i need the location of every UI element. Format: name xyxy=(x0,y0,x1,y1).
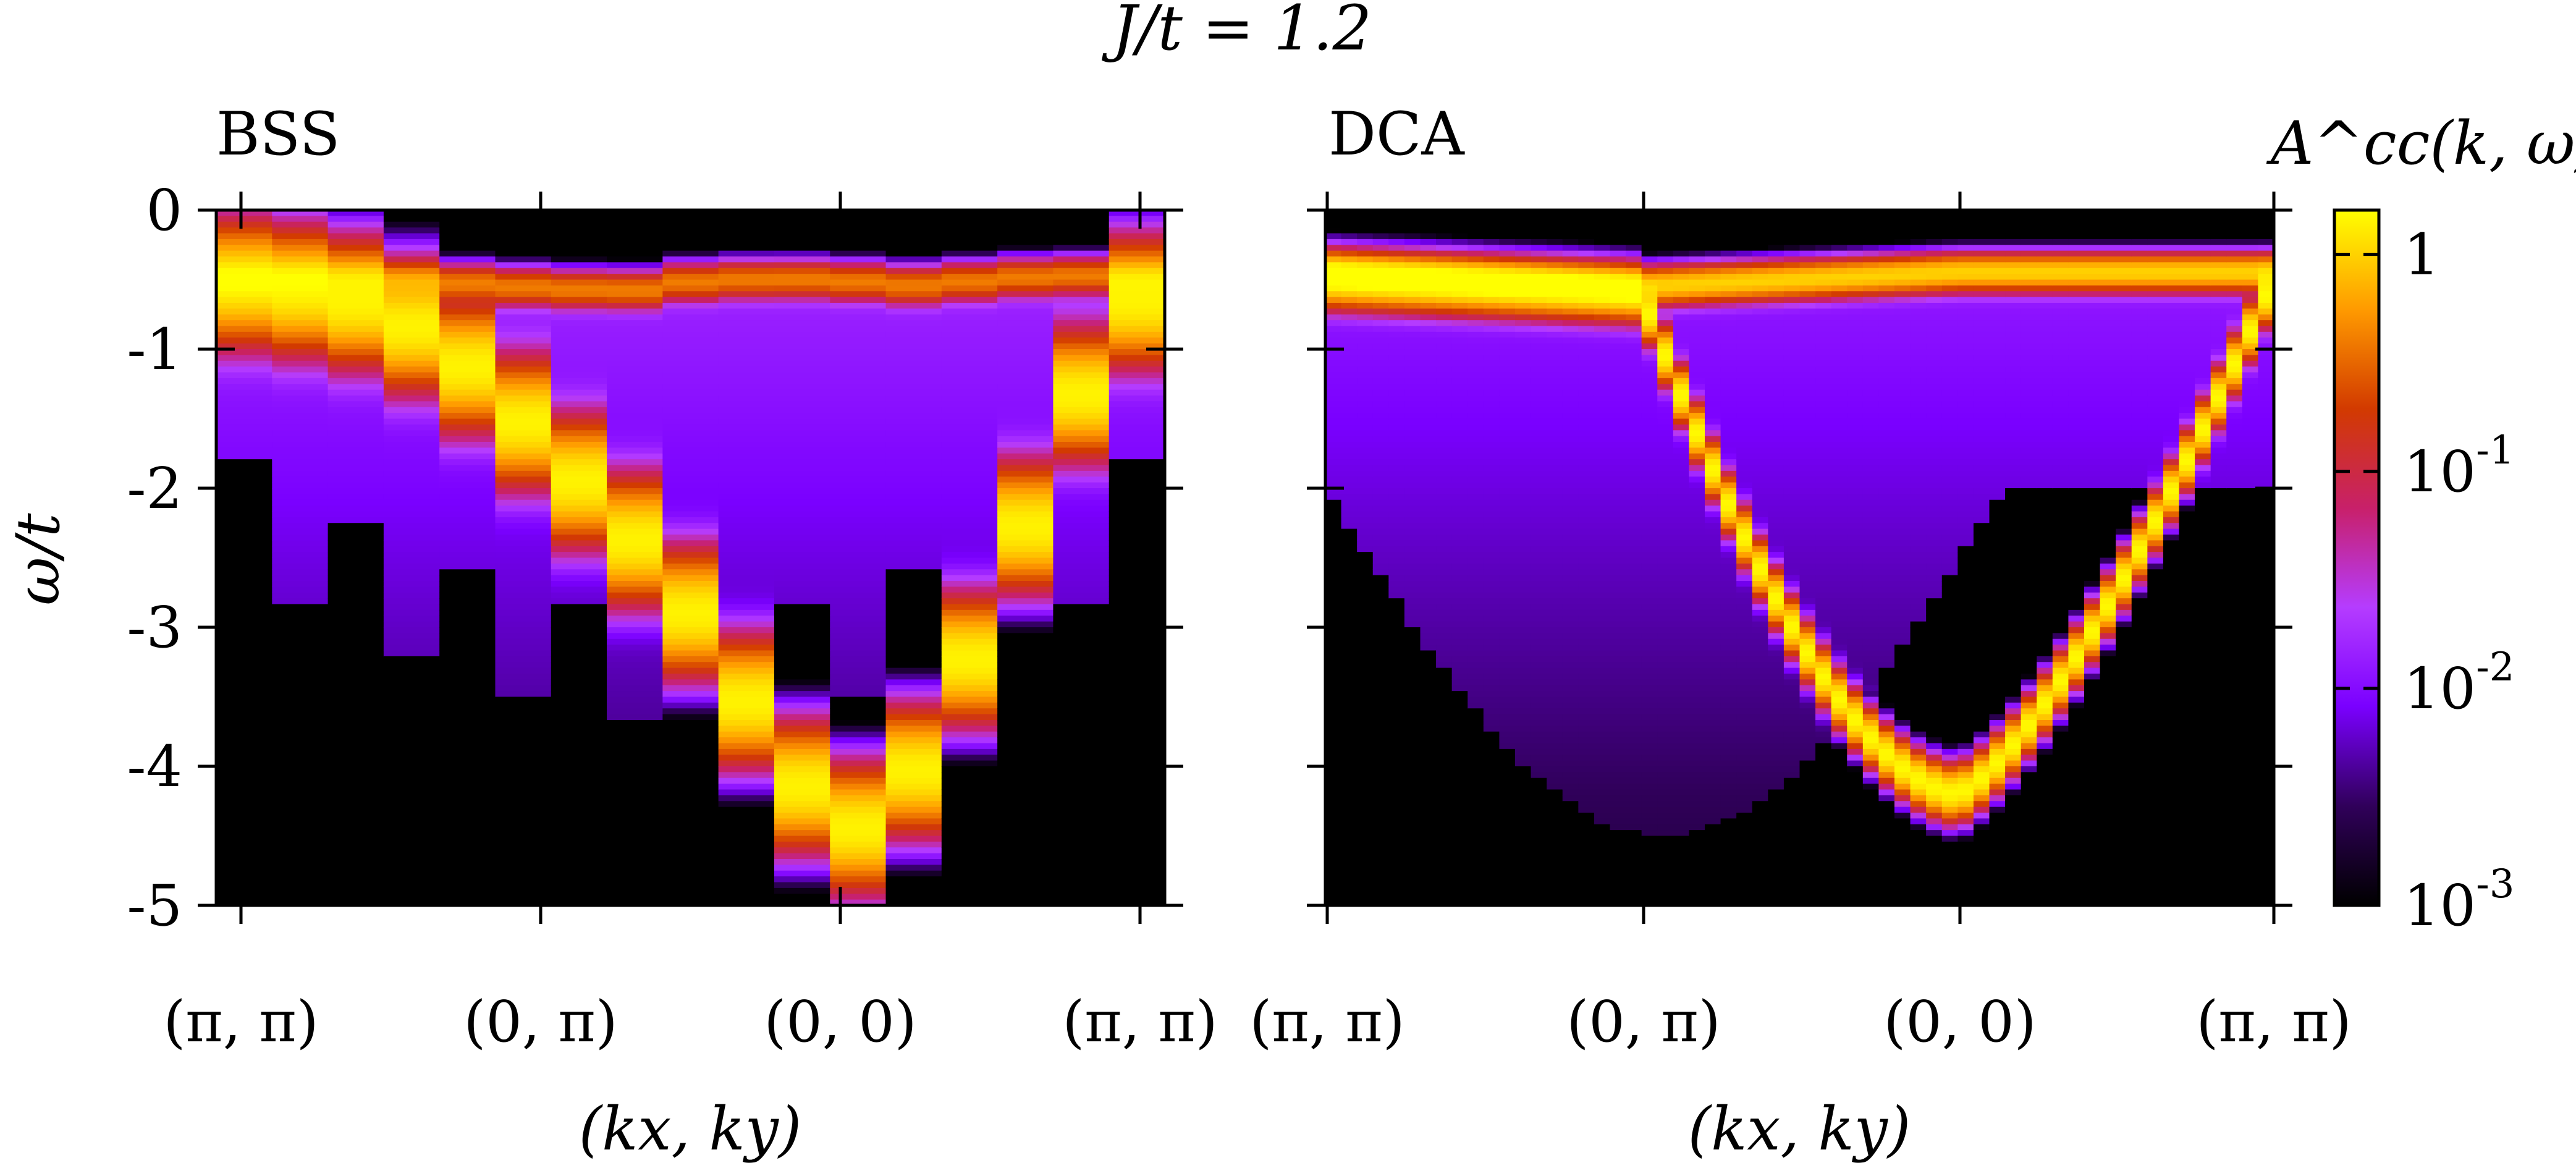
colorbar xyxy=(2333,208,2381,907)
colorbar-tick-label: 1 xyxy=(2404,222,2440,288)
colorbar-tick-label: 10-2 xyxy=(2404,645,2514,722)
y-tick-label: -4 xyxy=(127,734,182,800)
x-tick-label: (0, π) xyxy=(1566,989,1720,1055)
x-tick-label: (π, π) xyxy=(163,989,318,1055)
x-tick-label: (π, π) xyxy=(1249,989,1404,1055)
y-tick-label: -3 xyxy=(127,595,182,661)
bss-axes-frame xyxy=(214,208,1167,907)
bss-ticks: 0 -1 -2 -3 -4 -5 (π, π) (0, π) (0, 0) (π, π) xyxy=(127,177,1217,1055)
x-tick-label: (π, π) xyxy=(1062,989,1217,1055)
colorbar-tick-label: 10-1 xyxy=(2404,428,2514,505)
panel-title-bss: BSS xyxy=(216,99,340,169)
colorbar-ticks: 1 10-1 10-2 10-3 xyxy=(2334,222,2514,939)
bss-x-axis-label: (kx, ky) xyxy=(579,1094,802,1164)
x-tick-label: (π, π) xyxy=(2196,989,2351,1055)
x-tick-label: (0, 0) xyxy=(1883,989,2036,1055)
dca-axes-frame xyxy=(1324,208,2276,907)
y-tick-label: 0 xyxy=(146,177,182,243)
dca-x-axis-label: (kx, ky) xyxy=(1688,1094,1911,1164)
panel-title-dca: DCA xyxy=(1328,99,1465,169)
figure-title: J/t = 1.2 xyxy=(1102,0,1372,64)
colorbar-label: A^cc(k, ω) xyxy=(2266,109,2576,178)
colorbar-tick-label: 10-3 xyxy=(2404,861,2514,939)
bss-heatmap xyxy=(216,210,1165,905)
y-tick-label: -5 xyxy=(127,873,182,939)
dca-ticks: (π, π) (0, π) (0, 0) (π, π) xyxy=(1249,192,2352,1055)
x-tick-label: (0, π) xyxy=(463,989,617,1055)
y-tick-label: -1 xyxy=(127,316,182,383)
y-axis-label: ω/t xyxy=(4,513,73,606)
dca-heatmap xyxy=(1325,210,2274,905)
x-tick-label: (0, 0) xyxy=(764,989,916,1055)
y-tick-label: -2 xyxy=(127,455,182,522)
